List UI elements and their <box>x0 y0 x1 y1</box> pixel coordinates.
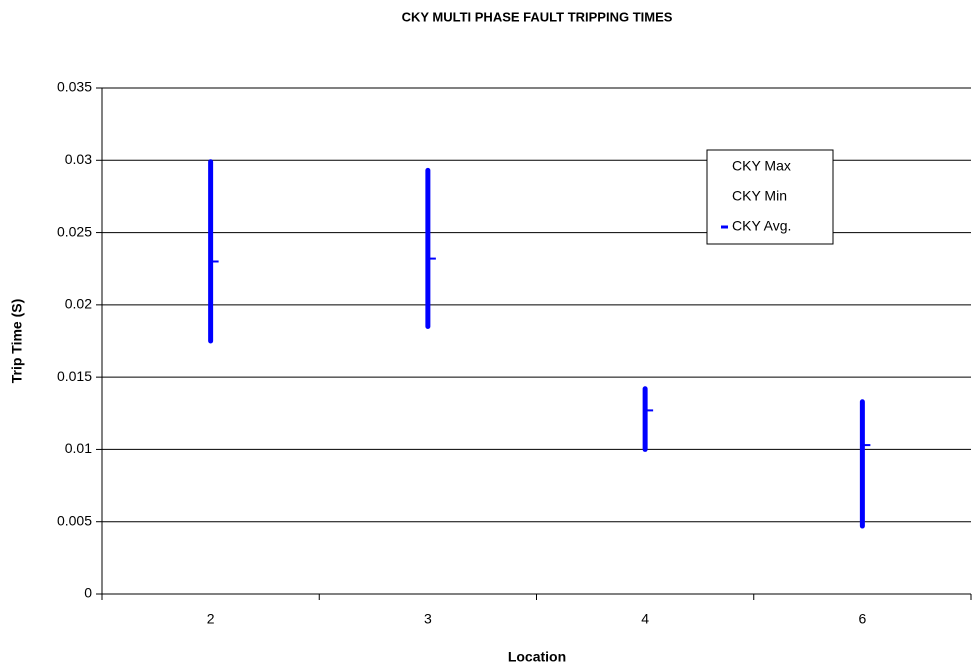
y-tick-label: 0.035 <box>57 79 92 95</box>
x-tick-label: 2 <box>207 611 215 627</box>
y-tick-label: 0 <box>84 585 92 601</box>
x-tick-label: 4 <box>641 611 649 627</box>
y-tick-label: 0.02 <box>65 296 92 312</box>
y-axis-title: Trip Time (S) <box>9 299 25 384</box>
y-tick-label: 0.005 <box>57 512 92 528</box>
x-axis-title: Location <box>508 649 566 665</box>
chart-title: CKY MULTI PHASE FAULT TRIPPING TIMES <box>402 9 673 24</box>
y-tick-label: 0.015 <box>57 368 92 384</box>
y-tick-label: 0.025 <box>57 223 92 239</box>
legend-label: CKY Max <box>732 158 791 174</box>
y-tick-label: 0.01 <box>65 440 92 456</box>
y-tick-label: 0.03 <box>65 151 92 167</box>
legend-label: CKY Min <box>732 188 787 204</box>
x-tick-label: 3 <box>424 611 432 627</box>
x-tick-label: 6 <box>858 611 866 627</box>
legend-label: CKY Avg. <box>732 218 791 234</box>
